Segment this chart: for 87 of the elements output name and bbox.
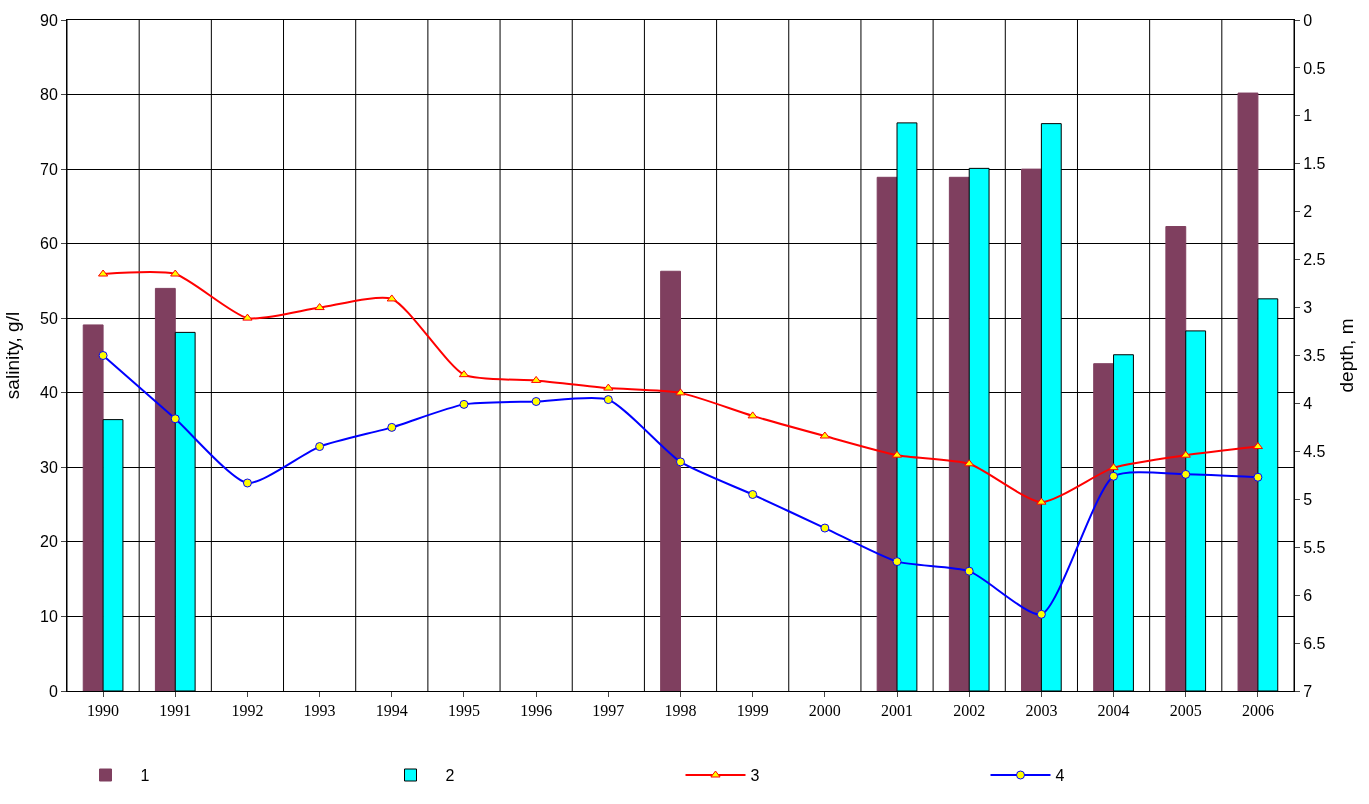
- point: [531, 375, 542, 383]
- bar: [1237, 92, 1259, 691]
- y-tick-label: 10: [40, 608, 58, 626]
- point: [675, 388, 686, 396]
- bar: [154, 287, 176, 691]
- point: [964, 459, 975, 467]
- x-tick-label: 1995: [447, 702, 480, 720]
- x-tick-label: 1999: [736, 702, 769, 720]
- x-tick-label: 2002: [953, 702, 986, 720]
- point: [603, 395, 613, 405]
- bar: [660, 270, 681, 691]
- y2-tick-label: 3: [1303, 299, 1313, 317]
- y2-tick-label: 1.5: [1303, 155, 1326, 173]
- x-tick-label: 1998: [664, 702, 697, 720]
- x-tick-label: 2004: [1097, 702, 1130, 720]
- bar: [82, 324, 104, 691]
- point: [459, 399, 469, 409]
- legend-label: 4: [1055, 767, 1065, 785]
- legend-label: 2: [445, 767, 455, 785]
- y2-tick-label: 2.5: [1303, 251, 1326, 269]
- point: [386, 294, 397, 302]
- x-tick-label: 1991: [159, 702, 192, 720]
- bar: [948, 176, 970, 691]
- y2-tick-label: 0: [1303, 11, 1313, 29]
- x-tick-label: 1992: [231, 702, 264, 720]
- y2-tick-label: 4.5: [1303, 442, 1326, 460]
- y-tick-label: 80: [40, 86, 58, 104]
- point: [1253, 472, 1263, 482]
- bar: [1165, 226, 1187, 691]
- bar: [1021, 168, 1042, 691]
- x-tick-label: 2005: [1169, 702, 1202, 720]
- y2-tick-label: 6: [1303, 586, 1313, 604]
- point: [242, 313, 253, 321]
- x-tick-label: 2000: [808, 702, 841, 720]
- point: [315, 442, 325, 452]
- y2-tick-label: 1: [1303, 107, 1313, 125]
- point: [748, 489, 758, 499]
- point: [1109, 471, 1119, 481]
- y2-tick-label: 2: [1303, 203, 1313, 221]
- x-tick-label: 2003: [1025, 702, 1058, 720]
- point: [170, 414, 180, 424]
- point: [1036, 609, 1046, 619]
- point: [964, 566, 974, 576]
- point: [242, 478, 252, 488]
- y-tick-label: 60: [40, 235, 58, 253]
- point: [531, 397, 541, 407]
- y-tick-label: 20: [40, 533, 58, 551]
- y2-tick-label: 6.5: [1303, 634, 1326, 652]
- y2-tick-label: 0.5: [1303, 59, 1326, 77]
- point: [603, 383, 614, 391]
- point: [1181, 469, 1191, 479]
- y-tick-label: 50: [40, 309, 58, 327]
- x-tick-label: 1990: [87, 702, 120, 720]
- x-tick-label: 1993: [303, 702, 336, 720]
- point: [1108, 463, 1119, 471]
- y-tick-label: 90: [40, 11, 58, 29]
- point: [747, 411, 758, 419]
- y-axis-title: salinity, g/l: [1, 311, 23, 400]
- point: [820, 523, 830, 533]
- legend-label: 1: [140, 767, 150, 785]
- point: [170, 269, 181, 277]
- point: [314, 303, 325, 311]
- point: [387, 422, 397, 432]
- x-tick-label: 1994: [375, 702, 408, 720]
- point: [1180, 450, 1191, 458]
- point: [676, 457, 685, 467]
- x-tick-label: 1996: [520, 702, 553, 720]
- point: [98, 351, 108, 360]
- x-tick-label: 1997: [592, 702, 625, 720]
- point: [1036, 497, 1047, 505]
- point: [819, 431, 830, 439]
- x-tick-label: 2006: [1241, 702, 1274, 720]
- point: [892, 557, 902, 567]
- legend-label: 3: [750, 767, 760, 785]
- y2-tick-label: 4: [1303, 395, 1313, 413]
- y2-tick-label: 5.5: [1303, 538, 1326, 556]
- y2-tick-label: 7: [1303, 682, 1313, 700]
- bar: [1093, 363, 1115, 691]
- y2-axis-title: depth, m: [1336, 318, 1358, 393]
- y-tick-label: 0: [48, 682, 58, 700]
- y-tick-label: 30: [40, 458, 58, 476]
- y2-tick-label: 3.5: [1303, 347, 1326, 365]
- x-tick-label: 2001: [881, 702, 914, 720]
- bar: [876, 176, 898, 691]
- y2-tick-label: 5: [1303, 490, 1313, 508]
- y-tick-label: 40: [40, 384, 58, 402]
- y-tick-label: 70: [40, 160, 58, 178]
